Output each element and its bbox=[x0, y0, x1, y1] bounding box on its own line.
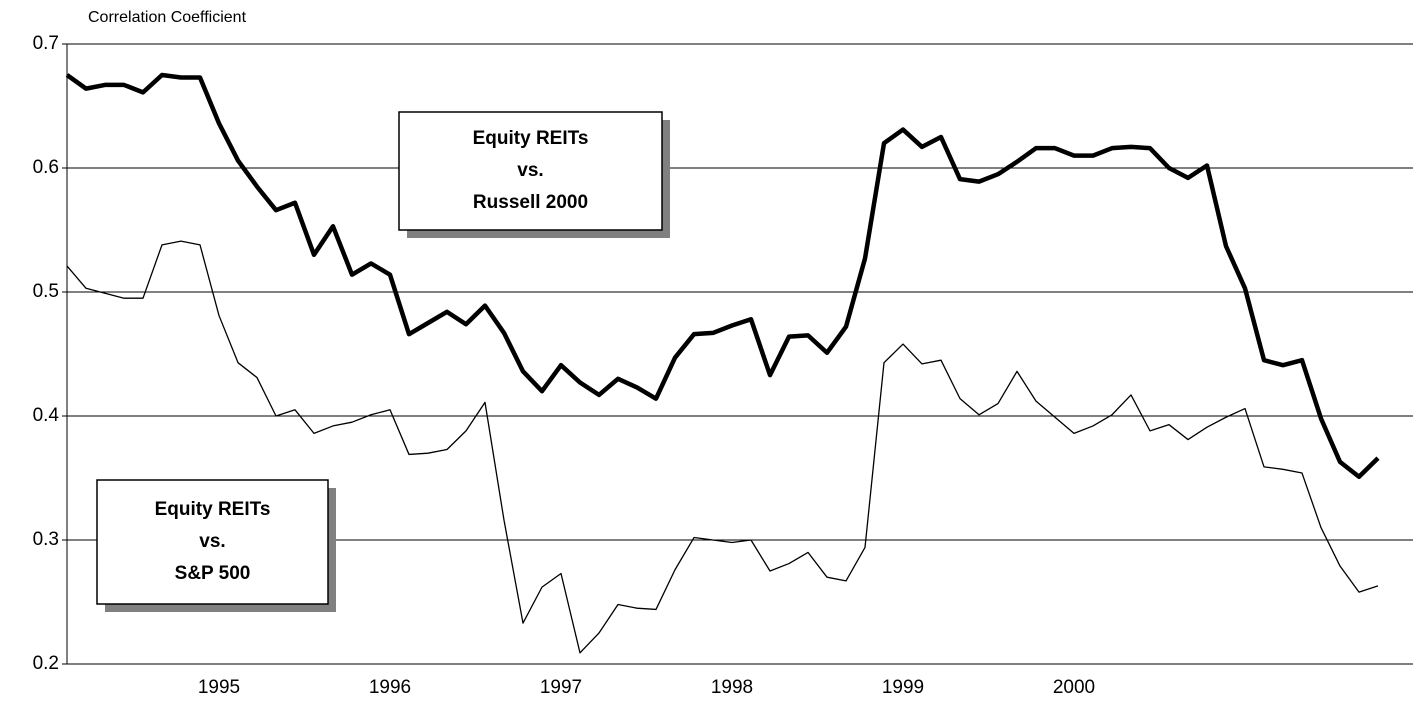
annotation-text: Russell 2000 bbox=[473, 192, 588, 213]
y-axis-label: Correlation Coefficient bbox=[88, 9, 247, 26]
series-line bbox=[66, 240, 1379, 654]
y-tick-label: 0.2 bbox=[33, 653, 59, 674]
y-tick-label: 0.4 bbox=[33, 405, 60, 426]
x-tick-label: 1995 bbox=[198, 677, 240, 698]
annotation-box bbox=[398, 111, 663, 231]
annotation-text: S&P 500 bbox=[175, 563, 251, 584]
y-tick-label: 0.6 bbox=[33, 157, 59, 178]
annotation-text: Equity REITs bbox=[473, 128, 589, 149]
x-tick-label: 1998 bbox=[711, 677, 753, 698]
annotation-text: vs. bbox=[199, 531, 225, 552]
x-tick-label: 1999 bbox=[882, 677, 924, 698]
x-tick-label: 2000 bbox=[1053, 677, 1095, 698]
series-line bbox=[65, 72, 1380, 480]
y-tick-label: 0.5 bbox=[33, 281, 59, 302]
x-tick-label: 1997 bbox=[540, 677, 582, 698]
y-tick-label: 0.7 bbox=[33, 33, 59, 54]
x-tick-label: 1996 bbox=[369, 677, 411, 698]
annotation-text: vs. bbox=[517, 160, 543, 181]
annotation-text: Equity REITs bbox=[155, 499, 271, 520]
annotation-box bbox=[96, 479, 329, 605]
y-tick-label: 0.3 bbox=[33, 529, 59, 550]
